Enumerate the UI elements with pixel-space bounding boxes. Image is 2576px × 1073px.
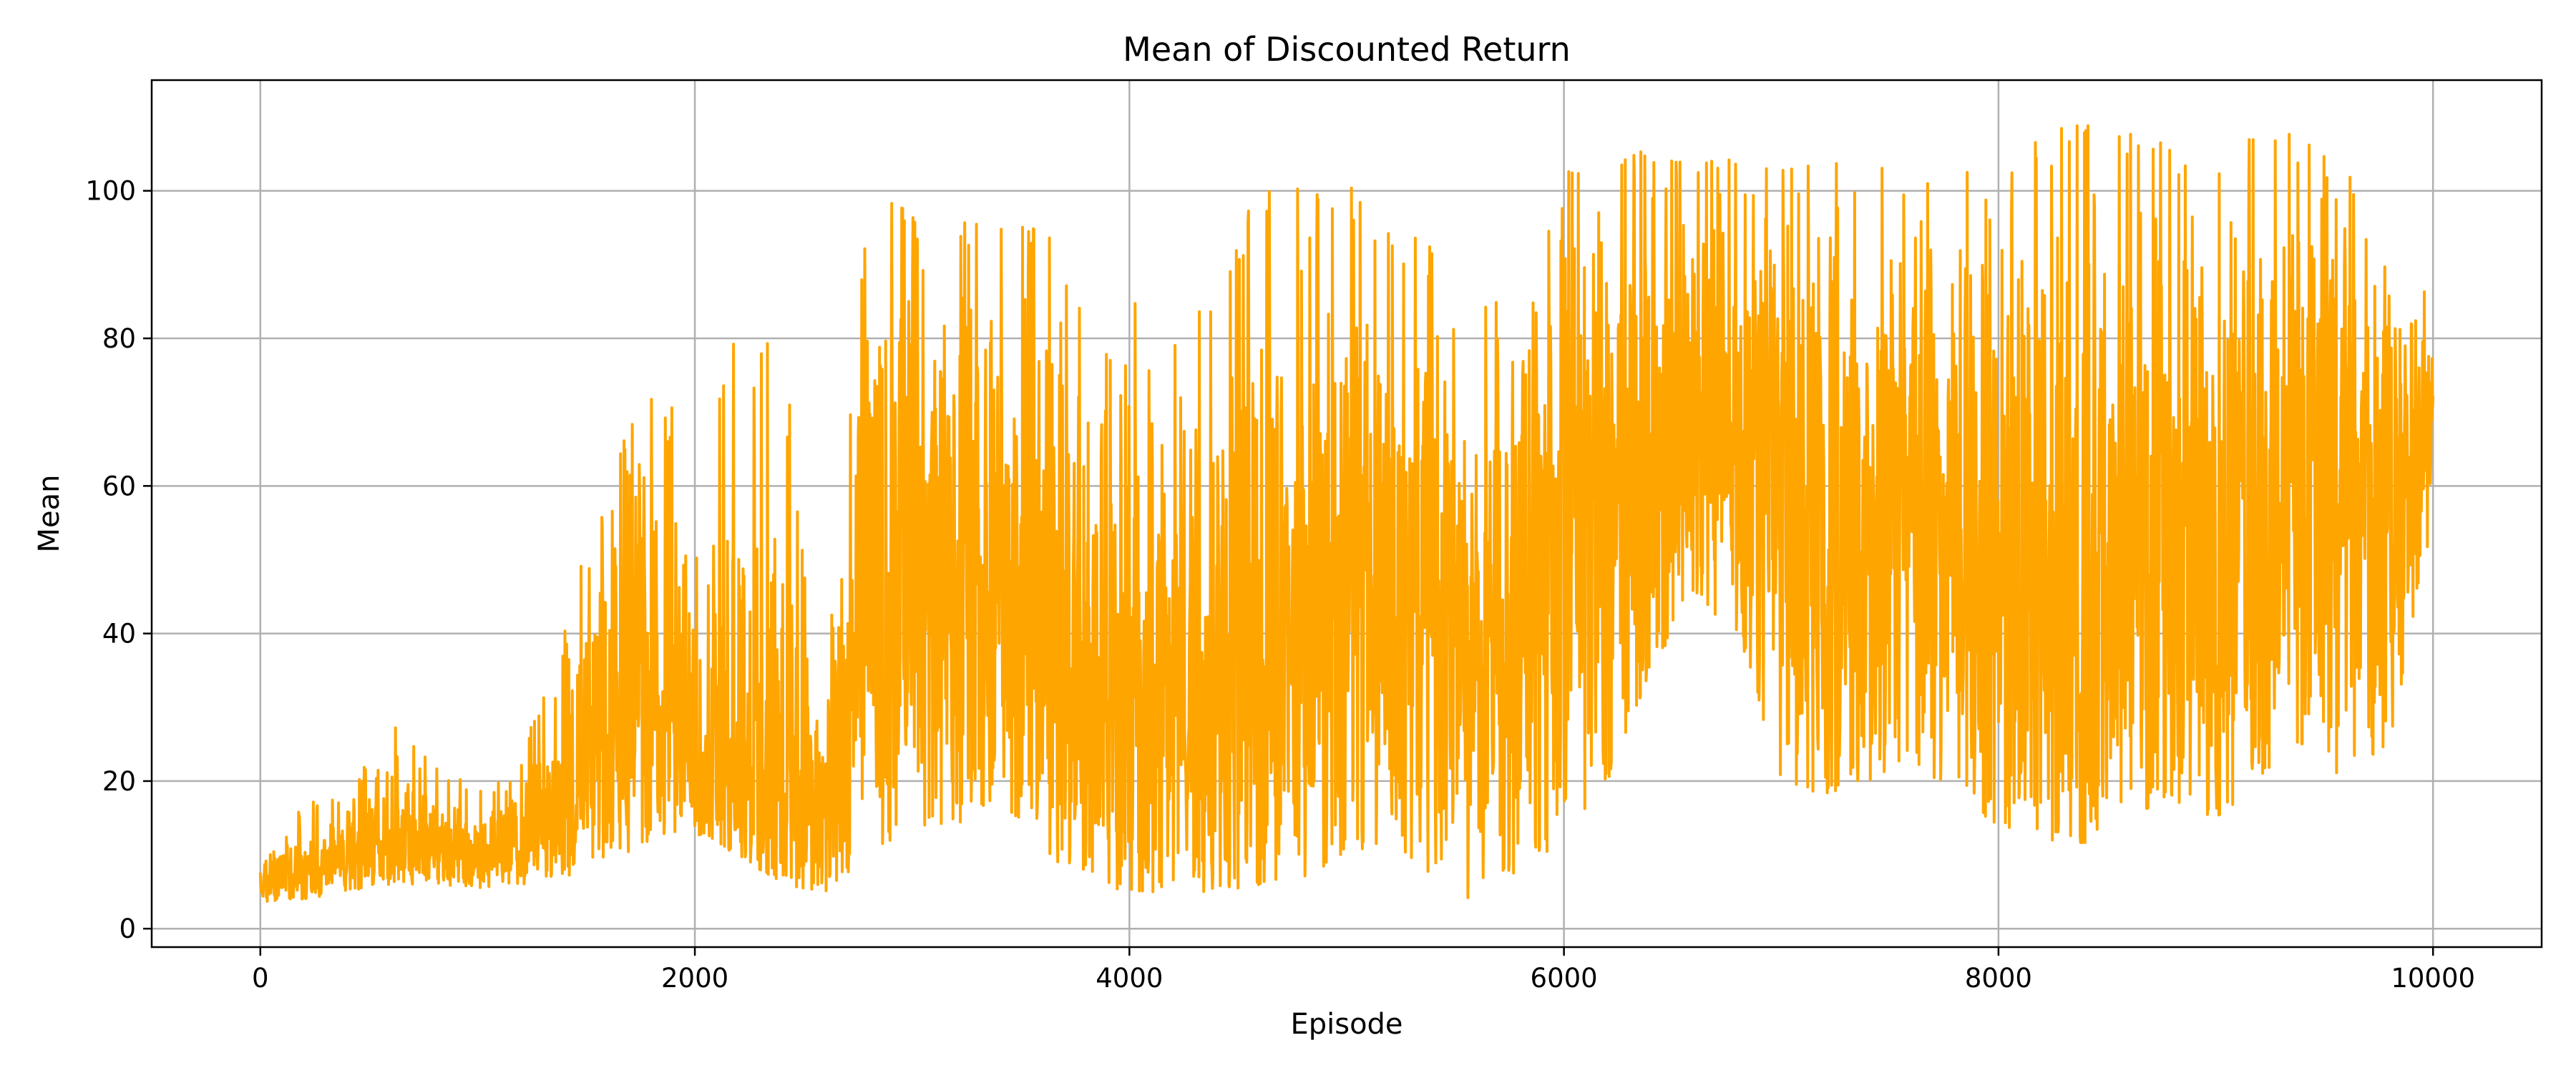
x-tick-label: 0 <box>252 963 269 994</box>
x-axis-label: Episode <box>1290 1008 1402 1041</box>
y-tick-label: 0 <box>119 913 136 944</box>
x-tick-label: 10000 <box>2391 963 2475 994</box>
y-tick-label: 20 <box>102 766 136 797</box>
chart-title: Mean of Discounted Return <box>1123 30 1571 69</box>
y-tick-label: 100 <box>85 176 136 207</box>
x-tick-label: 6000 <box>1531 963 1598 994</box>
y-tick-label: 60 <box>102 471 136 501</box>
y-tick-label: 40 <box>102 619 136 650</box>
x-tick-label: 2000 <box>661 963 728 994</box>
x-axis: 0 2000 4000 6000 8000 10000 <box>252 947 2475 994</box>
x-tick-label: 8000 <box>1965 963 2032 994</box>
y-axis-label: Mean <box>33 475 66 553</box>
plot-frame <box>150 79 2543 949</box>
y-axis: 0 20 40 60 80 100 <box>85 176 152 944</box>
y-tick-label: 80 <box>102 323 136 354</box>
x-tick-label: 4000 <box>1096 963 1163 994</box>
plot-area <box>258 124 2435 903</box>
series-line <box>258 124 2435 903</box>
